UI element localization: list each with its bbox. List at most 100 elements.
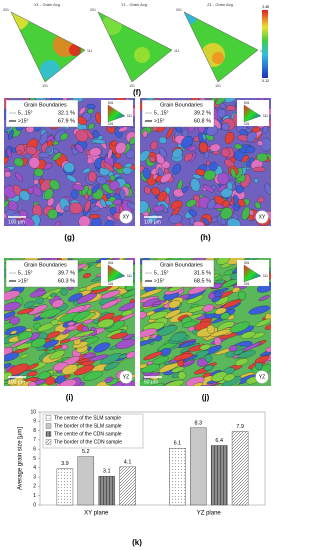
grain <box>6 148 12 158</box>
legend-share: 68.5 % <box>194 278 211 284</box>
pole-figure-title: Z1 - Grain Avg <box>207 2 233 7</box>
colorbar-min: 0.12 <box>262 79 269 83</box>
grain <box>97 318 115 328</box>
grain <box>240 331 256 339</box>
grain <box>140 378 155 386</box>
grain <box>140 339 155 348</box>
grain <box>83 273 91 279</box>
pole-figure-outline <box>97 11 173 83</box>
grain <box>23 301 35 308</box>
grain <box>126 201 135 211</box>
grain <box>173 188 185 198</box>
grain <box>149 382 165 386</box>
grain <box>106 194 111 199</box>
grain <box>221 122 230 131</box>
pole-figure <box>184 12 258 82</box>
grain <box>221 147 230 158</box>
grain <box>228 345 238 352</box>
grain <box>77 287 87 292</box>
grain <box>163 379 185 386</box>
plane-badge <box>119 370 133 384</box>
grain <box>14 172 24 182</box>
grain <box>237 350 256 359</box>
grain <box>86 103 96 110</box>
ipf-label: 111 <box>127 274 132 278</box>
pole-figure-blob <box>40 60 60 80</box>
grain <box>246 131 257 143</box>
grain <box>109 174 116 182</box>
ipf-inset <box>243 264 262 283</box>
grain <box>88 171 97 183</box>
grain <box>237 199 246 207</box>
legend-title: Grain Boundaries <box>160 102 203 108</box>
ipf-inset <box>243 104 262 123</box>
plane-label: XY <box>123 214 130 220</box>
legend-title: Grain Boundaries <box>24 262 67 268</box>
grain <box>4 290 21 302</box>
bar <box>190 427 207 506</box>
grain <box>52 152 62 161</box>
grain <box>75 129 89 142</box>
grain <box>143 351 163 361</box>
grain <box>232 287 241 293</box>
grain <box>49 179 60 191</box>
grain <box>252 166 266 172</box>
grain <box>70 189 79 199</box>
legend-box <box>5 99 79 128</box>
pole-figure-blob <box>69 44 81 56</box>
grain <box>78 215 91 226</box>
bar <box>119 466 136 506</box>
grain <box>110 332 128 340</box>
ipf-label: 001 <box>90 8 96 12</box>
bar <box>210 445 228 506</box>
grain <box>199 343 211 351</box>
grain <box>63 162 75 173</box>
pole-figure-blob <box>102 15 122 35</box>
grain <box>142 298 160 308</box>
x-tick-label: XY plane <box>84 511 109 517</box>
panel-label: (k) <box>132 538 142 547</box>
grain <box>213 337 222 346</box>
grain <box>264 323 271 330</box>
grain <box>118 301 135 312</box>
grain <box>198 141 209 153</box>
y-tick-label: 6 <box>33 447 36 453</box>
grain <box>4 156 9 166</box>
grain <box>4 371 13 381</box>
grain <box>170 332 187 342</box>
grain <box>237 291 246 301</box>
ipf-label: 111 <box>127 114 132 118</box>
pole-figure-blob <box>212 52 224 64</box>
grain <box>99 198 107 208</box>
grain <box>100 353 122 365</box>
grain <box>8 129 14 140</box>
grain <box>140 288 163 298</box>
legend-range: >15° <box>154 278 164 284</box>
grain <box>118 126 129 132</box>
grain <box>100 299 119 310</box>
legend-entry: The border of the CDN sample <box>54 439 122 445</box>
grain <box>172 163 181 175</box>
pole-figure-outline <box>10 11 86 83</box>
grain <box>89 147 102 157</box>
grain <box>235 185 244 194</box>
grain <box>177 371 187 380</box>
grain <box>149 311 169 320</box>
grain <box>45 376 56 386</box>
grain <box>91 205 100 212</box>
legend-share: 39.7 % <box>58 270 75 276</box>
ipf-label: 111 <box>87 49 92 53</box>
grain <box>158 136 167 144</box>
x-tick-label: YZ plane <box>197 511 222 517</box>
grain <box>193 221 205 226</box>
y-tick-label: 2 <box>33 484 36 490</box>
legend-share: 32.1 % <box>58 110 75 116</box>
grain <box>49 350 66 360</box>
grain <box>255 318 271 327</box>
y-tick-label: 7 <box>33 437 36 443</box>
grain <box>222 299 242 309</box>
grain <box>203 169 216 181</box>
grain <box>94 258 117 264</box>
grain <box>104 219 115 226</box>
grain <box>129 137 135 145</box>
